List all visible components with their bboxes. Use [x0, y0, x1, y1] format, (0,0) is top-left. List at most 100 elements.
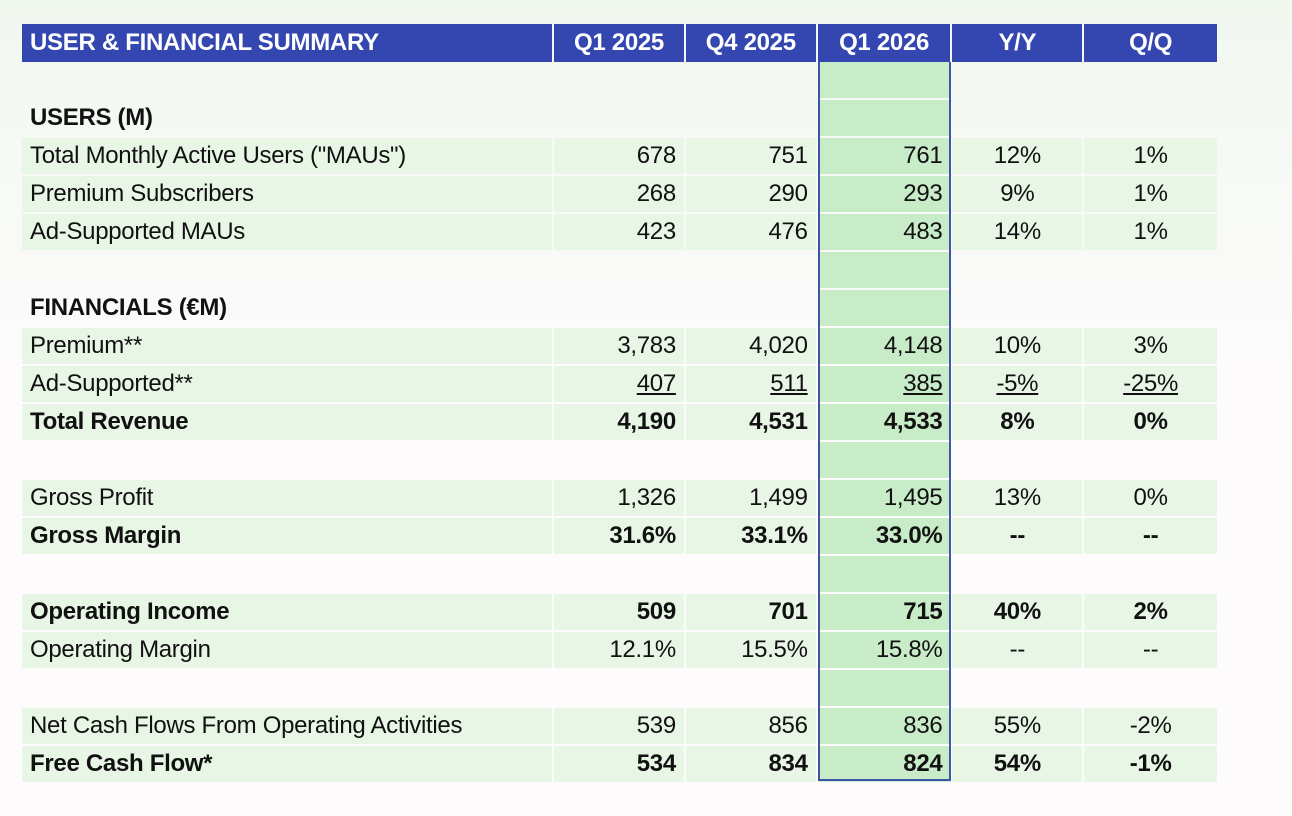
cell-qq: 0% [1084, 480, 1217, 516]
cell-yy: 12% [952, 138, 1083, 174]
cell-qq: -1% [1084, 746, 1217, 782]
cell-q1-2025: 407 [636, 370, 676, 397]
table-row-premium-revenue: Premium** 3,783 4,020 4,148 10% 3% [22, 328, 1217, 366]
cell-q1-2026: 1,495 [817, 480, 951, 516]
cell-q1-2025: 4,190 [554, 404, 684, 440]
cell-q1-2026: 4,533 [817, 404, 951, 440]
cell-q4-2025: 290 [685, 176, 816, 212]
cell-yy: -5% [996, 370, 1039, 397]
row-label: Operating Margin [22, 632, 553, 668]
cell-q1-2026: 33.0% [817, 518, 951, 554]
cell-q1-2025: 678 [554, 138, 684, 174]
table-row-premium-subscribers: Premium Subscribers 268 290 293 9% 1% [22, 176, 1217, 214]
cell-q1-2025: 423 [554, 214, 684, 250]
spacer-row [22, 670, 1217, 708]
cell-q1-2025: 509 [554, 594, 684, 630]
cell-q4-2025: 834 [685, 746, 816, 782]
column-header-q4-2025: Q4 2025 [685, 24, 816, 62]
cell-q4-2025: 1,499 [685, 480, 816, 516]
cell-yy: 14% [952, 214, 1083, 250]
row-label: Operating Income [22, 594, 553, 630]
cell-qq: 3% [1084, 328, 1217, 364]
section-label: FINANCIALS (€M) [30, 294, 227, 321]
cell-q4-2025: 701 [685, 594, 816, 630]
column-header-yy: Y/Y [952, 24, 1083, 62]
cell-q4-2025: 511 [770, 370, 808, 397]
cell-qq: -- [1084, 518, 1217, 554]
row-label: Gross Profit [22, 480, 553, 516]
table-row-operating-margin: Operating Margin 12.1% 15.5% 15.8% -- -- [22, 632, 1217, 670]
cell-qq: 1% [1084, 138, 1217, 174]
cell-q4-2025: 4,020 [685, 328, 816, 364]
cell-q1-2026: 824 [817, 746, 951, 782]
cell-q4-2025: 15.5% [685, 632, 816, 668]
cell-q1-2025: 534 [554, 746, 684, 782]
cell-yy: 13% [952, 480, 1083, 516]
table-row-mau: Total Monthly Active Users ("MAUs") 678 … [22, 138, 1217, 176]
cell-yy: 55% [952, 708, 1083, 744]
row-label: Gross Margin [22, 518, 553, 554]
cell-q4-2025: 751 [685, 138, 816, 174]
row-label: Total Monthly Active Users ("MAUs") [22, 138, 553, 174]
table-row-operating-income: Operating Income 509 701 715 40% 2% [22, 594, 1217, 632]
cell-q1-2026: 15.8% [817, 632, 951, 668]
cell-qq: 0% [1084, 404, 1217, 440]
table-row-gross-profit: Gross Profit 1,326 1,499 1,495 13% 0% [22, 480, 1217, 518]
cell-yy: -- [952, 518, 1083, 554]
cell-q1-2025: 539 [554, 708, 684, 744]
column-header-qq: Q/Q [1084, 24, 1218, 62]
cell-yy: 54% [952, 746, 1083, 782]
section-label: USERS (M) [30, 104, 153, 131]
table-title: USER & FINANCIAL SUMMARY [22, 24, 553, 62]
cell-q4-2025: 33.1% [685, 518, 816, 554]
spacer-row [22, 62, 1217, 100]
row-label: Free Cash Flow* [22, 746, 553, 782]
cell-yy: 10% [952, 328, 1083, 364]
cell-qq: 1% [1084, 214, 1217, 250]
summary-table: USER & FINANCIAL SUMMARY Q1 2025 Q4 2025… [22, 24, 1218, 784]
row-label: Total Revenue [22, 404, 553, 440]
table-row-ad-supported-revenue: Ad-Supported** 407 511 385 -5% -25% [22, 366, 1217, 404]
cell-q1-2025: 1,326 [554, 480, 684, 516]
cell-qq: 1% [1084, 176, 1217, 212]
spacer-row [22, 556, 1217, 594]
cell-yy: 9% [952, 176, 1083, 212]
row-label: Premium** [22, 328, 553, 364]
spacer-row [22, 442, 1217, 480]
cell-yy: 8% [952, 404, 1083, 440]
table-row-free-cash-flow: Free Cash Flow* 534 834 824 54% -1% [22, 746, 1217, 784]
cell-q4-2025: 856 [685, 708, 816, 744]
cell-qq: 2% [1084, 594, 1217, 630]
cell-q1-2025: 268 [554, 176, 684, 212]
cell-q4-2025: 476 [685, 214, 816, 250]
cell-q1-2026: 761 [817, 138, 951, 174]
row-label: Ad-Supported** [22, 366, 553, 402]
cell-q1-2025: 31.6% [554, 518, 684, 554]
cell-q1-2026: 385 [903, 370, 943, 397]
cell-qq: -25% [1123, 370, 1179, 397]
cell-q1-2025: 12.1% [554, 632, 684, 668]
row-label: Premium Subscribers [22, 176, 553, 212]
row-label: Net Cash Flows From Operating Activities [22, 708, 553, 744]
table-row-net-cash-flows: Net Cash Flows From Operating Activities… [22, 708, 1217, 746]
cell-q1-2026: 4,148 [817, 328, 951, 364]
cell-yy: 40% [952, 594, 1083, 630]
table-row-ad-supported-maus: Ad-Supported MAUs 423 476 483 14% 1% [22, 214, 1217, 252]
cell-q1-2026: 836 [817, 708, 951, 744]
cell-q1-2025: 3,783 [554, 328, 684, 364]
table-row-total-revenue: Total Revenue 4,190 4,531 4,533 8% 0% [22, 404, 1217, 442]
cell-q1-2026: 715 [817, 594, 951, 630]
cell-q1-2026: 483 [817, 214, 951, 250]
cell-qq: -- [1084, 632, 1217, 668]
column-header-q1-2026: Q1 2026 [817, 24, 951, 62]
section-header-users: USERS (M) [22, 100, 1217, 138]
cell-q1-2026: 293 [817, 176, 951, 212]
spacer-row [22, 252, 1217, 290]
cell-yy: -- [952, 632, 1083, 668]
table-row-gross-margin: Gross Margin 31.6% 33.1% 33.0% -- -- [22, 518, 1217, 556]
table-header-row: USER & FINANCIAL SUMMARY Q1 2025 Q4 2025… [22, 24, 1218, 62]
row-label: Ad-Supported MAUs [22, 214, 553, 250]
section-header-financials: FINANCIALS (€M) [22, 290, 1217, 328]
cell-qq: -2% [1084, 708, 1217, 744]
cell-q4-2025: 4,531 [685, 404, 816, 440]
